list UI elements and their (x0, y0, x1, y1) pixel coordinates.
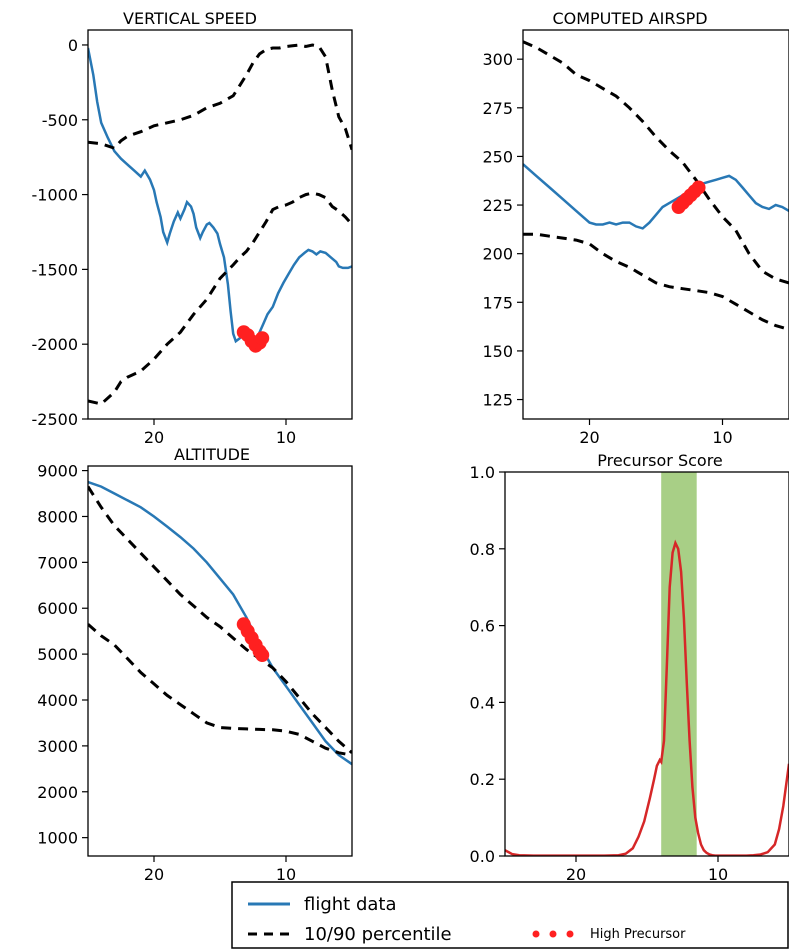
as-panel: COMPUTED AIRSPD 300 275 250 225 200 175 150 125 2… (482, 9, 789, 447)
vs-frame (87, 29, 353, 420)
ps-series-0 (505, 539, 789, 856)
alt-series-2 (88, 623, 352, 757)
vs-ytick-label: -2500 (32, 410, 79, 429)
as-ytick-label: 225 (482, 196, 513, 215)
ps-frame (504, 471, 789, 857)
as-ytick-label: 275 (482, 99, 513, 118)
alt-title: ALTITUDE (174, 445, 250, 464)
ps-plot (505, 539, 789, 856)
vs-ytick-label: -2000 (32, 335, 79, 354)
legend-precursor-label: High Precursor (590, 927, 686, 942)
vs-ytick-label: -1000 (32, 186, 79, 205)
vs-xtick-label: 10 (276, 428, 296, 447)
as-ytick-label: 175 (482, 293, 513, 312)
as-precursor-point (691, 180, 706, 195)
as-series-1 (523, 40, 789, 285)
ps-ytick-label: 0.8 (470, 540, 495, 559)
alt-plot (88, 480, 352, 766)
ps-xtick-label: 20 (566, 865, 586, 884)
alt-ytick-label: 4000 (37, 691, 78, 710)
as-series-0 (523, 163, 789, 230)
alt-frame (87, 465, 353, 857)
legend-precursor-dot-3 (566, 930, 574, 938)
as-series-2 (523, 232, 789, 331)
ps-ytick-label: 0.4 (470, 693, 495, 712)
alt-ytick-label: 1000 (37, 829, 78, 848)
ps-ytick-label: 0.6 (470, 617, 495, 636)
vs-ytick-label: -1500 (32, 260, 79, 279)
legend-percentile-label: 10/90 percentile (304, 924, 452, 945)
legend-precursor-dot-1 (532, 930, 540, 938)
alt-ytick-label: 8000 (37, 507, 78, 526)
ps-ytick-label: 1.0 (470, 463, 495, 482)
as-title: COMPUTED AIRSPD (552, 9, 707, 28)
as-ytick-label: 250 (482, 147, 513, 166)
ps-ytick-label: 0.2 (470, 770, 495, 789)
alt-precursor-point (255, 648, 270, 663)
as-ytick-label: 300 (482, 50, 513, 69)
vs-ytick-label: -500 (42, 111, 78, 130)
ps-ytick-label: 0.0 (470, 847, 495, 866)
alt-panel: ALTITUDE 9000 8000 7000 6000 5000 4000 3000 2000… (37, 445, 353, 884)
alt-xtick-label: 10 (276, 865, 296, 884)
legend-precursor-dot-2 (549, 930, 557, 938)
ps-xtick-label: 10 (708, 865, 728, 884)
legend-frame (231, 881, 789, 949)
as-ytick-label: 200 (482, 245, 513, 264)
as-xtick-label: 10 (712, 428, 732, 447)
legend-flight-label: flight data (304, 894, 397, 915)
alt-ytick-label: 2000 (37, 783, 78, 802)
vs-ytick-label: 0 (68, 36, 78, 55)
alt-ytick-label: 3000 (37, 737, 78, 756)
as-xtick-label: 20 (579, 428, 599, 447)
alt-series-1 (88, 485, 352, 754)
vs-series-0 (88, 47, 352, 347)
alt-ytick-label: 7000 (37, 553, 78, 572)
legend: flight data 10/90 percentile High Precur… (231, 881, 789, 949)
alt-series-0 (88, 480, 352, 766)
vs-precursor-point (255, 331, 270, 346)
vs-title: VERTICAL SPEED (123, 9, 257, 28)
vs-panel: VERTICAL SPEED 0 -500 -1000 -1500 -2000 -2500 2… (32, 9, 353, 447)
vs-series-1 (88, 43, 352, 151)
charts-layer: VERTICAL SPEED 0 -500 -1000 -1500 -2000 -2500 2… (32, 9, 789, 884)
vs-xtick-label: 20 (144, 428, 164, 447)
alt-xtick-label: 20 (144, 865, 164, 884)
alt-ytick-label: 9000 (37, 462, 78, 481)
alt-ytick-label: 5000 (37, 645, 78, 664)
as-ytick-label: 150 (482, 342, 513, 361)
alt-ytick-label: 6000 (37, 599, 78, 618)
ps-title: Precursor Score (597, 451, 723, 470)
as-plot (523, 40, 789, 331)
vs-series-2 (88, 191, 352, 406)
as-ytick-label: 125 (482, 391, 513, 410)
ps-panel: Precursor Score 1.0 0.8 0.6 0.4 0.2 0.0 20 10 (470, 451, 789, 884)
vs-plot (88, 43, 352, 406)
as-frame (522, 29, 789, 420)
